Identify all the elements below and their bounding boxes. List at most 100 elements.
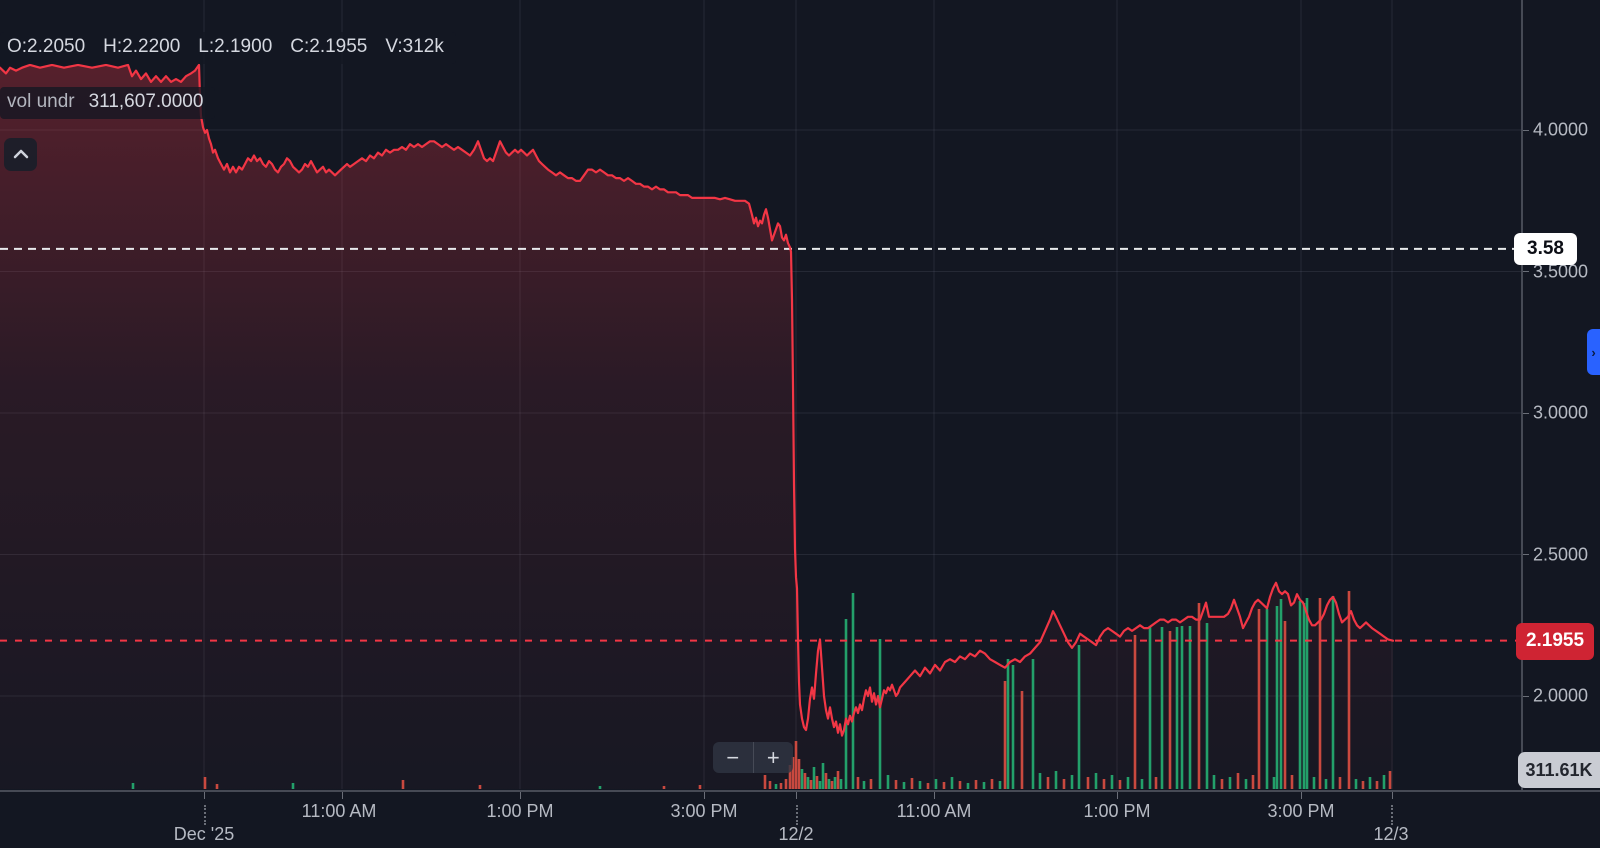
time-axis[interactable]: Dec '25 11:00 AM 1:00 PM 3:00 PM 12/2 11:00 A…	[0, 790, 1600, 848]
volume-bar	[800, 769, 804, 789]
price-axis[interactable]: 4.0000 3.5000 3.0000 2.5000 2.0000	[1521, 0, 1600, 790]
volume-bar	[1070, 775, 1074, 789]
time-axis-session-tick	[1391, 805, 1393, 825]
time-axis-tick	[934, 792, 935, 799]
volume-bar	[1175, 627, 1179, 789]
volume-bar	[774, 784, 778, 789]
chevron-up-icon	[13, 146, 29, 164]
plus-icon: +	[766, 744, 780, 770]
ohlc-high: H:2.2200	[103, 36, 181, 57]
volume-bar	[1244, 779, 1248, 789]
volume-bar	[131, 783, 135, 789]
zoom-out-button[interactable]: −	[713, 742, 754, 773]
volume-bar	[1228, 777, 1232, 789]
volume-bar	[990, 779, 994, 789]
volume-bar	[1046, 777, 1050, 789]
time-axis-tick	[1117, 792, 1118, 799]
volume-bar	[1148, 627, 1152, 789]
volume-bar	[818, 781, 822, 789]
volume-bar	[856, 777, 860, 789]
volume-bar	[1272, 777, 1276, 789]
volume-bar	[803, 773, 807, 789]
volume-bar	[886, 775, 890, 789]
time-axis-time-label: 3:00 PM	[1267, 801, 1335, 821]
volume-bar	[1283, 621, 1287, 789]
volume-bar	[827, 779, 831, 789]
ohlc-open: O:2.2050	[7, 36, 86, 57]
price-axis-label: 3.0000	[1533, 402, 1589, 423]
ohlc-close: C:2.1955	[290, 36, 368, 57]
volume-bar	[1388, 771, 1392, 789]
volume-bar	[1324, 779, 1328, 789]
right-panel-toggle-button[interactable]: ›	[1587, 329, 1600, 375]
volume-bar	[902, 782, 906, 789]
volume-bar	[1331, 596, 1335, 789]
volume-legend: vol undr 311,607.0000	[0, 87, 216, 119]
last-price-value: 2.1955	[1525, 630, 1585, 652]
time-axis-tick	[704, 792, 705, 799]
volume-bar	[1188, 626, 1192, 789]
volume-bar	[1305, 598, 1309, 789]
price-area-fill	[0, 64, 1393, 789]
volume-bar	[1003, 681, 1007, 789]
price-axis-tick	[1523, 129, 1529, 131]
volume-bar	[1102, 779, 1106, 789]
volume-bar	[1133, 635, 1137, 789]
volume-bar	[910, 778, 914, 789]
volume-bar	[844, 619, 848, 789]
alert-price-label[interactable]: 3.58	[1514, 232, 1577, 265]
volume-bar	[966, 783, 970, 789]
price-axis-label: 2.0000	[1533, 685, 1589, 706]
volume-bar	[998, 781, 1002, 789]
price-pane[interactable]	[0, 0, 1521, 789]
volume-bar	[1160, 627, 1164, 789]
volume-bar	[839, 779, 843, 789]
volume-bar	[1077, 645, 1081, 789]
price-axis-tick	[1523, 271, 1529, 272]
volume-bar	[1126, 777, 1130, 789]
volume-bar	[1375, 781, 1379, 789]
volume-bars	[131, 591, 1392, 789]
time-axis-tick	[342, 792, 343, 799]
time-axis-tick	[1392, 792, 1393, 799]
volume-axis-value: 311.61K	[1525, 759, 1593, 780]
volume-bar	[1347, 591, 1351, 789]
time-axis-time-label: 1:00 PM	[486, 801, 554, 821]
time-axis-date-label: 12/2	[778, 824, 814, 844]
volume-bar	[1251, 775, 1255, 789]
time-axis-date-label: 12/3	[1373, 824, 1409, 844]
volume-bar	[1361, 781, 1365, 789]
volume-bar	[1257, 609, 1261, 789]
volume-bar	[215, 784, 219, 789]
volume-bar	[982, 782, 986, 789]
volume-bar	[1368, 777, 1372, 789]
time-axis-time-label: 11:00 AM	[301, 801, 377, 821]
legend-collapse-button[interactable]	[4, 138, 37, 171]
volume-bar	[1205, 623, 1209, 789]
volume-bar	[1212, 775, 1216, 789]
volume-bar	[974, 780, 978, 789]
volume-bar	[598, 786, 602, 789]
volume-bar	[1312, 777, 1316, 789]
volume-bar	[942, 782, 946, 789]
chevron-right-icon: ›	[1591, 344, 1596, 360]
volume-bar	[812, 767, 816, 789]
volume-bar	[1006, 659, 1010, 789]
alert-price-value: 3.58	[1527, 237, 1564, 259]
volume-bar	[768, 781, 772, 789]
volume-bar	[824, 773, 828, 789]
volume-bar	[1168, 631, 1172, 789]
volume-bar	[878, 639, 882, 789]
zoom-in-button[interactable]: +	[754, 742, 794, 773]
volume-bar	[1118, 780, 1122, 789]
volume-bar	[1298, 601, 1302, 789]
price-axis-tick	[1523, 554, 1529, 555]
volume-bar	[788, 765, 792, 789]
volume-bar	[934, 779, 938, 789]
volume-bar	[918, 781, 922, 789]
volume-bar	[1275, 606, 1279, 789]
volume-bar	[1197, 603, 1201, 789]
price-axis-tick	[1523, 412, 1529, 414]
